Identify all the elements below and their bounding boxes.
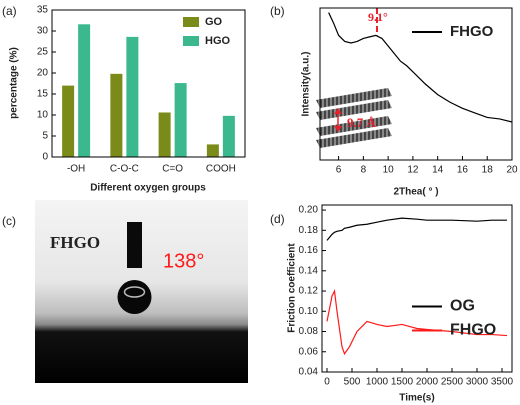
plot-frame — [319, 7, 513, 161]
y-tick-label: 0.16 — [299, 245, 319, 256]
x-tick-label: 6 — [336, 165, 342, 176]
y-tick-label: 30 — [37, 26, 49, 37]
x-axis-label: Time(s) — [399, 393, 434, 404]
y-tick-label: 25 — [37, 47, 49, 58]
y-tick-label: 0.12 — [299, 286, 319, 297]
photo-panel: (c) FHGO 138° — [2, 200, 248, 383]
y-axis-label: Intensity(a.u.) — [301, 51, 312, 116]
y-tick-label: 0.06 — [299, 346, 319, 357]
legend-label: FHGO — [450, 23, 494, 40]
layer — [316, 88, 392, 108]
panel-label: (d) — [270, 212, 285, 226]
bar — [110, 73, 123, 157]
x-tick-label: -OH — [67, 164, 85, 175]
y-tick-label: 0.18 — [299, 225, 319, 236]
annotation: 9.7 Å — [347, 115, 377, 130]
plot-frame — [321, 204, 513, 373]
y-tick-label: 0.14 — [299, 265, 319, 276]
x-tick-label: 20 — [506, 165, 518, 176]
panel-label: (a) — [2, 4, 17, 18]
y-tick-label: 10 — [37, 110, 49, 121]
y-tick-label: 20 — [37, 68, 49, 79]
line-series — [328, 12, 513, 123]
layer — [316, 100, 392, 120]
x-tick-label: 14 — [432, 165, 444, 176]
legend-label: FHGO — [450, 322, 496, 339]
arrow-head — [334, 126, 342, 132]
x-tick-label: 1500 — [391, 377, 414, 388]
x-tick-label: 10 — [383, 165, 395, 176]
y-tick-label: 0 — [42, 152, 48, 163]
legend-label: OG — [450, 298, 475, 315]
legend-swatch — [183, 36, 199, 46]
x-tick-label: 2500 — [441, 377, 464, 388]
contact-angle: 138° — [163, 250, 204, 272]
y-tick-label: 0.10 — [299, 306, 319, 317]
layer — [316, 116, 392, 136]
bar — [174, 83, 187, 157]
bar — [206, 144, 219, 157]
bar — [222, 115, 235, 157]
legend-label: HGO — [205, 35, 231, 47]
x-axis-label: 2Thea( ° ) — [393, 187, 438, 198]
x-tick-label: COOH — [206, 164, 236, 175]
layer-inset — [316, 88, 392, 148]
y-tick-label: 0.08 — [299, 326, 319, 337]
x-tick-label: 16 — [457, 165, 469, 176]
y-tick-label: 0.20 — [299, 205, 319, 216]
bar — [78, 24, 91, 158]
x-tick-label: 0 — [324, 377, 330, 388]
needle — [127, 222, 142, 268]
legend-label: GO — [205, 16, 223, 28]
x-tick-label: 500 — [344, 377, 361, 388]
x-tick-label: 3000 — [466, 377, 489, 388]
x-axis-label: Different oxygen groups — [90, 183, 206, 194]
x-tick-label: 18 — [482, 165, 494, 176]
panel-label: (b) — [270, 4, 285, 18]
legend-swatch — [183, 17, 199, 27]
plot-frame — [51, 9, 246, 158]
annotation: 9.1° — [368, 10, 388, 24]
x-tick-label: 1000 — [366, 377, 389, 388]
x-tick-label: C=O — [162, 164, 183, 175]
layer — [316, 128, 392, 148]
y-tick-label: 35 — [37, 5, 49, 16]
y-tick-label: 15 — [37, 89, 49, 100]
x-tick-label: 12 — [407, 165, 419, 176]
sample-label: FHGO — [50, 233, 100, 252]
y-axis-label: percentage (%) — [9, 47, 20, 119]
bar — [62, 85, 75, 157]
x-tick-label: C-O-C — [110, 164, 139, 175]
bar — [126, 36, 139, 157]
bar — [158, 112, 171, 157]
x-tick-label: 2000 — [416, 377, 439, 388]
panel-label: (c) — [2, 214, 16, 228]
x-tick-label: 8 — [361, 165, 367, 176]
y-tick-label: 5 — [42, 131, 48, 142]
droplet-highlight — [123, 286, 146, 298]
arrow-head — [334, 108, 342, 114]
y-axis-label: Friction coefficient — [287, 243, 298, 333]
line-series — [326, 217, 507, 241]
y-tick-label: 0.04 — [299, 367, 319, 378]
x-tick-label: 3500 — [491, 377, 514, 388]
line-series — [326, 288, 508, 356]
